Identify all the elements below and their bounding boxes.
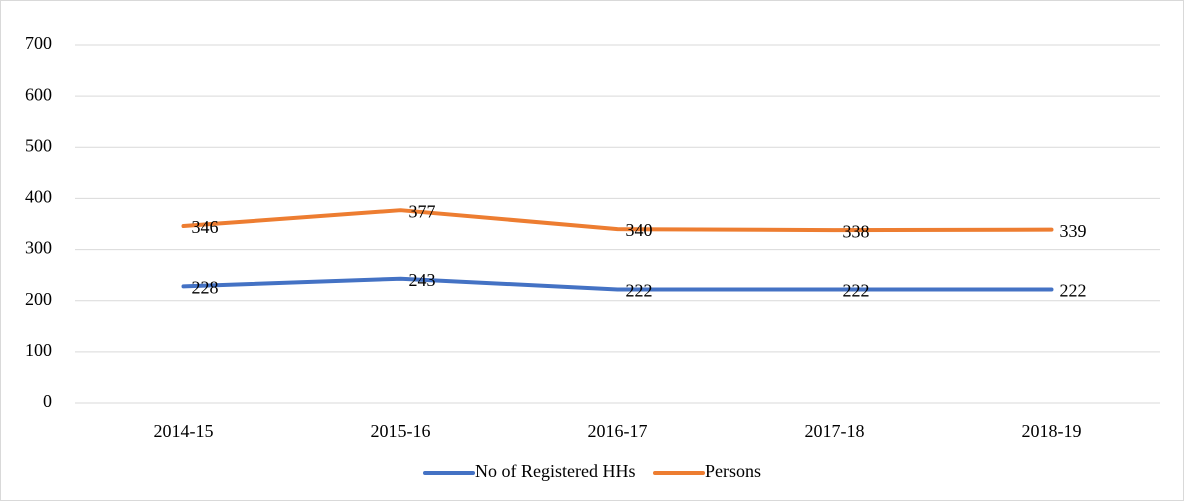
data-label: 377 (409, 201, 436, 221)
data-label: 346 (192, 217, 219, 237)
data-label: 340 (626, 220, 653, 240)
data-label: 228 (192, 278, 219, 298)
data-label: 222 (843, 281, 870, 301)
x-tick-label: 2015-16 (371, 421, 431, 441)
y-tick-label: 400 (25, 187, 52, 207)
y-tick-label: 100 (25, 340, 52, 360)
legend-label: No of Registered HHs (475, 461, 635, 481)
y-tick-label: 0 (43, 391, 52, 411)
y-tick-label: 500 (25, 135, 52, 155)
data-label: 222 (626, 281, 653, 301)
x-tick-label: 2014-15 (154, 421, 214, 441)
series-line (181, 276, 1054, 292)
x-tick-label: 2017-18 (805, 421, 865, 441)
y-tick-label: 300 (25, 238, 52, 258)
data-label: 338 (843, 221, 870, 241)
y-tick-label: 200 (25, 289, 52, 309)
x-tick-label: 2018-19 (1022, 421, 1082, 441)
data-label: 222 (1060, 281, 1087, 301)
series-line (181, 208, 1054, 233)
data-label: 243 (409, 270, 436, 290)
data-label: 339 (1060, 221, 1087, 241)
y-tick-label: 700 (25, 33, 52, 53)
legend-label: Persons (705, 461, 761, 481)
x-tick-label: 2016-17 (588, 421, 648, 441)
y-tick-label: 600 (25, 84, 52, 104)
